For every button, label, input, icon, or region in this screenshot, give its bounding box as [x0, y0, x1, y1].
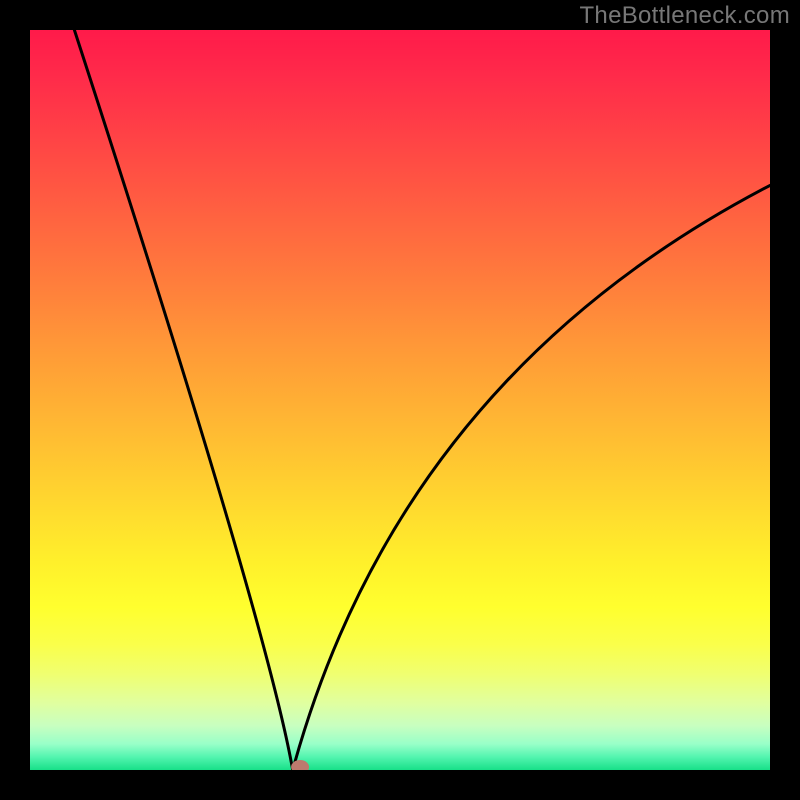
bottleneck-curve-left — [74, 30, 292, 770]
chart-frame: TheBottleneck.com — [0, 0, 800, 800]
bottleneck-curve-right — [293, 185, 770, 770]
curve-layer — [30, 30, 770, 770]
plot-area — [30, 30, 770, 770]
watermark-text: TheBottleneck.com — [579, 2, 790, 30]
